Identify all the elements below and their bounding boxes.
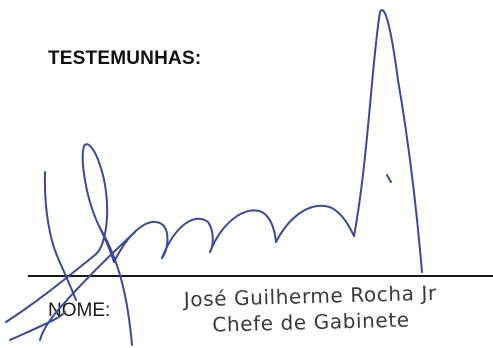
name-stamp: José Guilherme Rocha Jr Chefe de Gabinet… xyxy=(160,279,461,339)
witnesses-heading: TESTEMUNHAS: xyxy=(48,48,202,69)
name-label: NOME: xyxy=(48,300,111,321)
signature-line xyxy=(28,275,493,277)
